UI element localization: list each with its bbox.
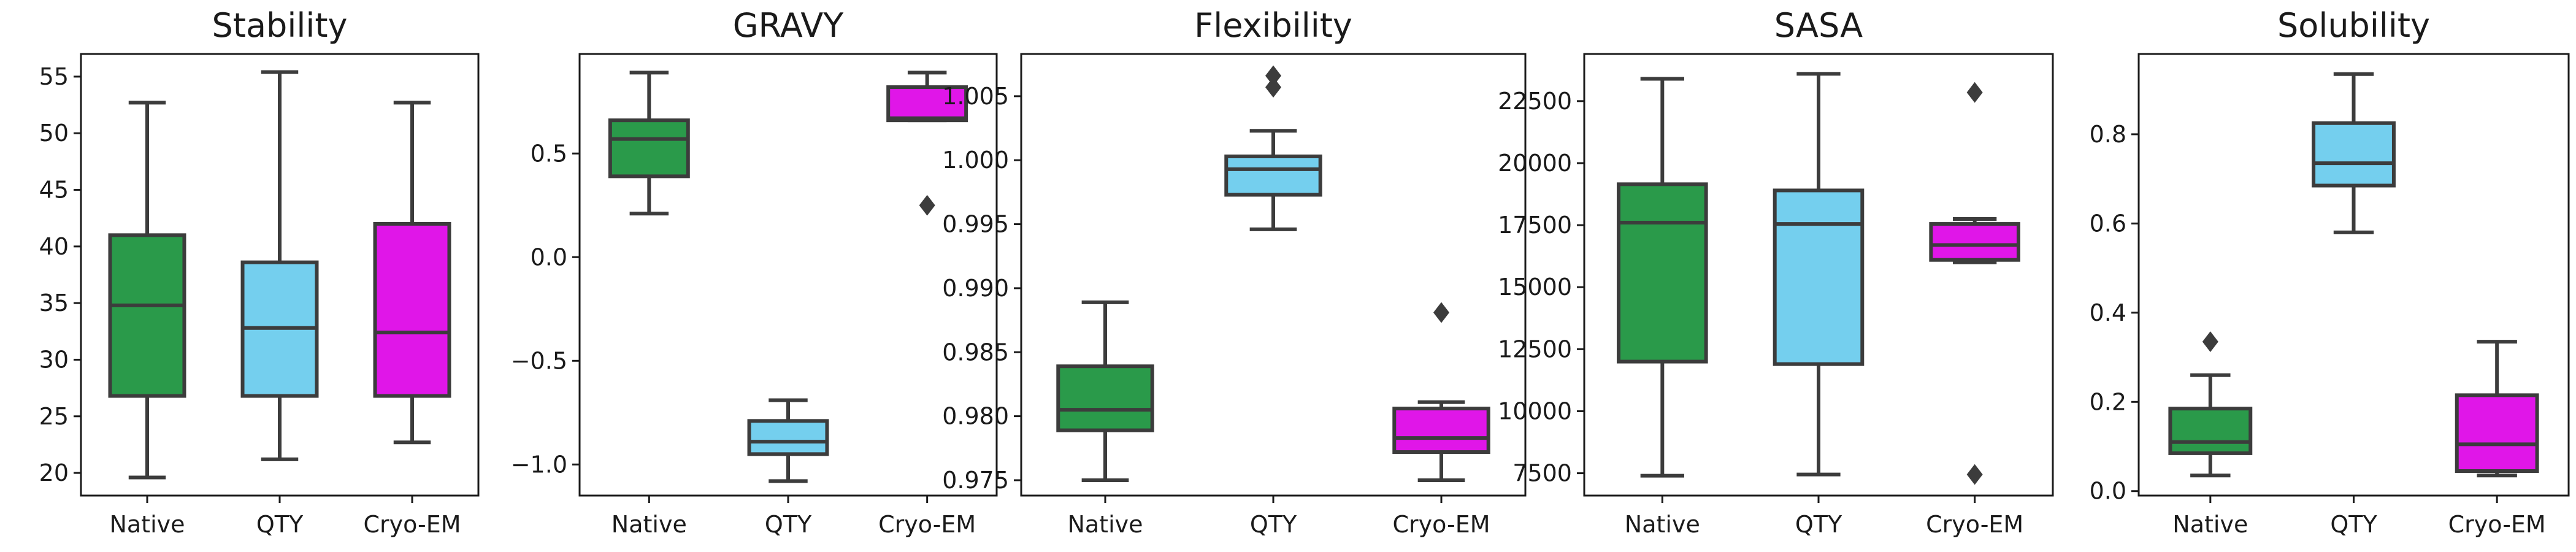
iqr-box	[1929, 222, 2020, 262]
iqr-box	[2455, 393, 2539, 473]
y-tick-label: 0.990	[942, 275, 1009, 302]
x-tick-label: QTY	[1795, 511, 1842, 538]
outlier-point	[1966, 464, 1983, 485]
outlier-point	[1966, 82, 1983, 103]
y-tick-label: 0.6	[2090, 210, 2126, 237]
chart-panel-4: Solubility 0.0 0.2 0.4 0.6 0.8 Native QTY Cryo-E…	[2090, 6, 2570, 538]
y-tick-label: 0.0	[2090, 478, 2126, 505]
y-tick-label: 50	[39, 120, 69, 147]
y-tick-label: 0.985	[942, 339, 1009, 366]
y-tick-label: 20000	[1498, 150, 1572, 177]
iqr-box	[1773, 188, 1865, 366]
box-native	[108, 101, 186, 480]
y-tick-label: 0.975	[942, 467, 1009, 494]
y-tick-label: 0.4	[2090, 299, 2126, 326]
box-native	[2168, 331, 2253, 478]
chart-title: SASA	[1774, 6, 1863, 45]
box-cryo-em	[1392, 302, 1490, 482]
x-tick-label: Cryo-EM	[1926, 511, 2023, 538]
chart-panel-0: Stability 20 25 30 35 40 45 50 55 Native QTY Cryo-E…	[39, 6, 480, 538]
chart-title: Stability	[212, 6, 348, 45]
box-qty	[2312, 72, 2396, 234]
x-tick-label: Cryo-EM	[363, 511, 461, 538]
x-tick-label: QTY	[1250, 511, 1297, 538]
iqr-box	[373, 221, 451, 398]
y-tick-label: 1.005	[942, 83, 1009, 110]
x-tick-label: Native	[1067, 511, 1143, 538]
box-cryo-em	[886, 71, 968, 216]
outlier-point	[1433, 302, 1449, 323]
box-cryo-em	[1929, 82, 2020, 485]
x-tick-label: QTY	[256, 511, 304, 538]
y-tick-label: 35	[39, 289, 69, 316]
y-tick-label: 20	[39, 459, 69, 486]
box-native	[608, 71, 690, 216]
y-tick-label: 0.980	[942, 403, 1009, 430]
iqr-box	[2312, 121, 2396, 188]
box-qty	[1224, 65, 1322, 231]
x-tick-label: Native	[2172, 511, 2248, 538]
x-tick-label: QTY	[765, 511, 812, 538]
y-tick-label: 12500	[1498, 335, 1572, 362]
box-cryo-em	[2455, 340, 2539, 478]
chart-title: GRAVY	[733, 6, 845, 45]
box-qty	[747, 398, 829, 483]
x-tick-label: Cryo-EM	[878, 511, 976, 538]
outlier-point	[1265, 65, 1281, 86]
plot-frame	[80, 53, 480, 497]
chart-title: Flexibility	[1194, 6, 1352, 45]
plot-frame	[2137, 53, 2570, 497]
iqr-box	[1056, 364, 1154, 432]
y-tick-label: −0.5	[511, 347, 567, 374]
y-tick-label: −1.0	[511, 451, 567, 478]
iqr-box	[886, 85, 968, 123]
y-tick-label: 15000	[1498, 274, 1572, 301]
y-tick-label: 0.8	[2090, 121, 2126, 148]
y-tick-label: 30	[39, 346, 69, 373]
iqr-box	[608, 118, 690, 178]
box-cryo-em	[373, 101, 451, 445]
y-tick-label: 25	[39, 403, 69, 430]
y-tick-label: 0.2	[2090, 388, 2126, 415]
box-qty	[1773, 72, 1865, 477]
y-tick-label: 45	[39, 177, 69, 204]
y-tick-label: 17500	[1498, 212, 1572, 239]
y-tick-label: 55	[39, 63, 69, 90]
box-native	[1617, 77, 1708, 478]
iqr-box	[1392, 407, 1490, 454]
plot-frame	[1583, 53, 2054, 497]
iqr-box	[747, 419, 829, 456]
x-tick-label: Native	[1625, 511, 1700, 538]
y-tick-label: 40	[39, 233, 69, 260]
y-tick-label: 10000	[1498, 397, 1572, 424]
iqr-box	[2168, 407, 2253, 455]
outlier-point	[2202, 331, 2218, 352]
x-tick-label: Native	[109, 511, 185, 538]
x-tick-label: QTY	[2330, 511, 2377, 538]
y-tick-label: 0.5	[531, 140, 567, 167]
x-tick-label: Cryo-EM	[2448, 511, 2546, 538]
y-tick-label: 0.0	[531, 243, 567, 270]
chart-panel-1: GRAVY −1.0 −0.5 0.0 0.5 Native QTY Cryo-EM	[511, 6, 998, 538]
iqr-box	[1224, 154, 1322, 197]
y-tick-label: 7500	[1512, 460, 1572, 487]
y-tick-label: 1.000	[942, 147, 1009, 174]
iqr-box	[1617, 182, 1708, 364]
box-native	[1056, 300, 1154, 482]
y-tick-label: 0.995	[942, 211, 1009, 238]
plot-frame	[1020, 53, 1527, 497]
plot-frame	[578, 53, 998, 497]
iqr-box	[108, 233, 186, 398]
chart-title: Solubility	[2277, 6, 2430, 45]
chart-panel-3: SASA 7500 10000 12500 15000 17500 20000 22500 Na…	[1498, 6, 2054, 538]
x-tick-label: Cryo-EM	[1392, 511, 1490, 538]
x-tick-label: Native	[611, 511, 687, 538]
outlier-point	[919, 194, 935, 216]
chart-panel-2: Flexibility 0.975 0.980 0.985 0.990 0.995 1.00…	[942, 6, 1527, 538]
box-qty	[240, 70, 319, 461]
outlier-point	[1265, 77, 1281, 98]
y-tick-label: 22500	[1498, 88, 1572, 115]
